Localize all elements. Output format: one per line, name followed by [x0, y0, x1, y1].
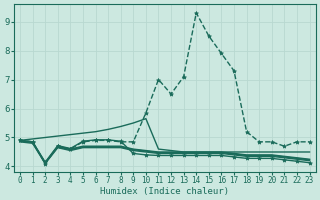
X-axis label: Humidex (Indice chaleur): Humidex (Indice chaleur): [100, 187, 229, 196]
